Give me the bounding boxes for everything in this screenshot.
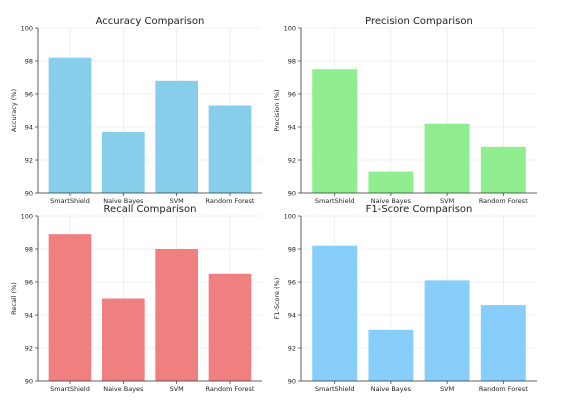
precision-ytick-label: 90 <box>288 189 296 197</box>
f1-score-ytick-label: 92 <box>288 344 296 352</box>
accuracy-ytick-label: 98 <box>25 57 33 65</box>
f1-score-xtick-label: SVM <box>440 385 454 393</box>
recall-xtick-label: SVM <box>170 385 184 393</box>
accuracy-chart-title: Accuracy Comparison <box>96 16 205 27</box>
precision-chart: 90 92 94 96 98 100 SmartShield Naive Bayes SVM Ra… <box>273 16 537 205</box>
accuracy-xtick-label: SVM <box>170 197 184 205</box>
precision-ytick-label: 92 <box>288 156 296 164</box>
recall-ytick-label: 90 <box>25 377 33 385</box>
f1-score-chart: 90 92 94 96 98 100 SmartShield Naive Bayes SVM Ra… <box>273 204 537 393</box>
f1-score-y-axis-label: F1-Score (%) <box>273 278 281 320</box>
precision-bar-smartshield <box>312 69 358 193</box>
f1-score-bar-svm <box>424 280 470 381</box>
precision-y-axis-label: Precision (%) <box>273 89 281 131</box>
accuracy-ytick-label: 100 <box>21 24 33 32</box>
accuracy-xtick-label: SmartShield <box>50 197 90 205</box>
recall-xtick-label: SmartShield <box>50 385 90 393</box>
f1-score-xtick-label: Naive Bayes <box>371 385 412 393</box>
accuracy-bar-svm <box>155 80 198 193</box>
f1-score-chart-title: F1-Score Comparison <box>366 204 473 215</box>
recall-bar-random-forest <box>208 273 252 381</box>
f1-score-bar-smartshield <box>312 245 358 381</box>
recall-ytick-label: 96 <box>25 278 33 286</box>
precision-ytick-label: 96 <box>288 90 296 98</box>
accuracy-ytick-label: 92 <box>25 156 33 164</box>
accuracy-bar-smartshield <box>48 57 92 194</box>
recall-xtick-label: Naive Bayes <box>103 385 144 393</box>
precision-bar-random-forest <box>480 146 526 193</box>
f1-score-bar-naive-bayes <box>368 329 414 381</box>
accuracy-bar-naive-bayes <box>102 131 145 193</box>
f1-score-xtick-label: Random Forest <box>479 385 528 393</box>
recall-ytick-label: 94 <box>25 311 33 319</box>
f1-score-ytick-label: 100 <box>284 212 296 220</box>
precision-bar-svm <box>424 123 470 193</box>
recall-bar-svm <box>155 249 198 381</box>
accuracy-ytick-label: 96 <box>25 90 33 98</box>
recall-bar-naive-bayes <box>102 298 145 381</box>
precision-bar-naive-bayes <box>368 171 414 193</box>
recall-ytick-label: 92 <box>25 344 33 352</box>
accuracy-xtick-label: Naive Bayes <box>103 197 144 205</box>
precision-ytick-label: 100 <box>284 24 296 32</box>
accuracy-xtick-label: Random Forest <box>206 197 255 205</box>
precision-xtick-label: Naive Bayes <box>371 197 412 205</box>
precision-xtick-label: SVM <box>440 197 454 205</box>
recall-ytick-label: 98 <box>25 245 33 253</box>
recall-chart: 90 92 94 96 98 100 SmartShield Naive Bayes SVM Ra… <box>10 204 262 393</box>
accuracy-ytick-label: 94 <box>25 123 33 131</box>
accuracy-y-axis-label: Accuracy (%) <box>10 89 18 132</box>
f1-score-xtick-label: SmartShield <box>315 385 355 393</box>
precision-xtick-label: Random Forest <box>479 197 528 205</box>
f1-score-ytick-label: 98 <box>288 245 296 253</box>
recall-chart-title: Recall Comparison <box>104 204 197 215</box>
f1-score-ytick-label: 96 <box>288 278 296 286</box>
precision-ytick-label: 98 <box>288 57 296 65</box>
recall-y-axis-label: Recall (%) <box>10 282 18 315</box>
f1-score-bar-random-forest <box>480 305 526 381</box>
accuracy-bar-random-forest <box>208 105 252 193</box>
accuracy-chart: 90 92 94 96 98 100 SmartShield Naive Bayes SVM Ra… <box>10 16 262 205</box>
f1-score-ytick-label: 94 <box>288 311 296 319</box>
recall-ytick-label: 100 <box>21 212 33 220</box>
precision-ytick-label: 94 <box>288 123 296 131</box>
recall-bar-smartshield <box>48 234 92 381</box>
precision-chart-title: Precision Comparison <box>365 16 473 27</box>
accuracy-ytick-label: 90 <box>25 189 33 197</box>
f1-score-ytick-label: 90 <box>288 377 296 385</box>
recall-xtick-label: Random Forest <box>206 385 255 393</box>
precision-xtick-label: SmartShield <box>315 197 355 205</box>
